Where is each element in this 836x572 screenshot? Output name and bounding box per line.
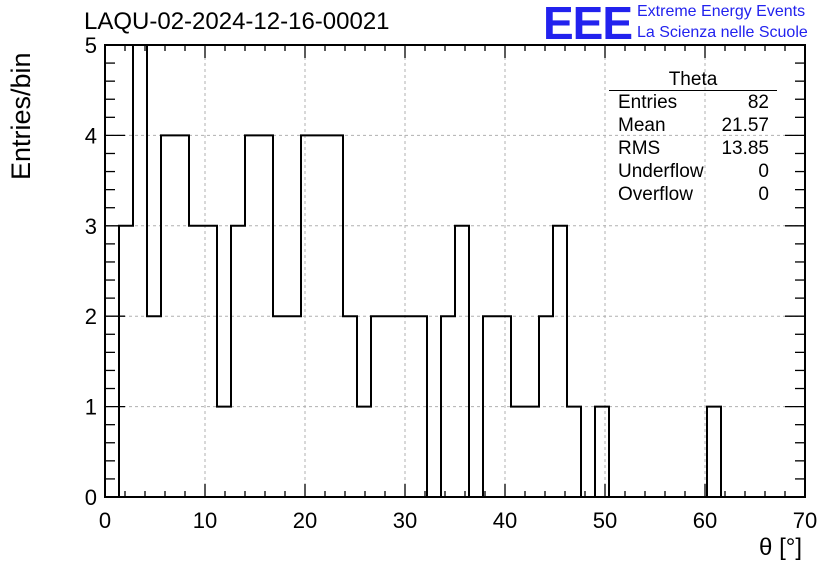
- stats-row: Entries 82: [609, 91, 777, 114]
- stats-row: Underflow 0: [609, 160, 777, 183]
- stats-value: 0: [758, 161, 769, 182]
- stats-label: Overflow: [618, 184, 693, 205]
- histogram-step-line: [118, 44, 722, 498]
- axis-ticks: [104, 44, 806, 498]
- x-tick-labels: 0 10 20 30 40 50 60 70: [99, 508, 817, 533]
- histogram-bar: [203, 226, 217, 497]
- eee-logo: EEE: [543, 0, 633, 49]
- y-tick-label: 1: [85, 395, 97, 420]
- stats-label: Entries: [618, 92, 678, 113]
- histogram-bar: [119, 226, 133, 497]
- histogram-bar: [595, 407, 609, 497]
- logo-caption-line1: Extreme Energy Events: [637, 3, 806, 20]
- histogram-bar: [217, 407, 231, 497]
- histogram-bar: [525, 407, 539, 497]
- stats-label: RMS: [618, 138, 661, 159]
- histogram-bar: [553, 226, 567, 497]
- stats-value: 82: [747, 92, 769, 113]
- stats-row: Mean 21.57: [609, 114, 777, 137]
- histogram-bar: [133, 45, 147, 497]
- y-tick-label: 4: [85, 123, 97, 148]
- stats-value: 0: [758, 184, 769, 205]
- y-tick-label: 2: [85, 304, 97, 329]
- y-tick-label: 3: [85, 214, 97, 239]
- stats-row: RMS 13.85: [609, 137, 777, 160]
- histogram-bar: [189, 226, 203, 497]
- y-axis-label: Entries/bin: [6, 52, 36, 180]
- stats-label: Underflow: [618, 161, 704, 182]
- histogram-bar: [455, 226, 469, 497]
- x-tick-label: 60: [693, 508, 717, 533]
- chart-title: LAQU-02-2024-12-16-00021: [84, 8, 390, 35]
- histogram-bar: [511, 407, 525, 497]
- stats-box: Theta Entries 82 Mean 21.57 RMS 13.85 Un…: [609, 70, 777, 206]
- x-tick-label: 70: [793, 508, 817, 533]
- x-tick-label: 20: [293, 508, 317, 533]
- x-tick-label: 40: [493, 508, 517, 533]
- y-tick-label: 5: [85, 33, 97, 58]
- stats-value: 21.57: [721, 115, 769, 136]
- histogram-bar: [707, 407, 721, 497]
- histogram-bar: [357, 407, 371, 497]
- x-tick-label: 10: [193, 508, 217, 533]
- stats-value: 13.85: [721, 138, 769, 159]
- histogram-bar: [567, 407, 581, 497]
- x-axis-label: θ [°]: [759, 534, 802, 561]
- x-tick-label: 30: [393, 508, 417, 533]
- logo-caption-line2: La Scienza nelle Scuole: [637, 24, 808, 41]
- stats-row: Overflow 0: [609, 183, 777, 206]
- x-tick-label: 50: [593, 508, 617, 533]
- stats-title: Theta: [609, 70, 777, 91]
- stats-label: Mean: [618, 115, 666, 136]
- plot-frame: [104, 44, 806, 498]
- y-tick-labels: 0 1 2 3 4 5: [85, 33, 97, 510]
- y-tick-label: 0: [85, 485, 97, 510]
- histogram-bar: [231, 226, 245, 497]
- x-tick-label: 0: [99, 508, 111, 533]
